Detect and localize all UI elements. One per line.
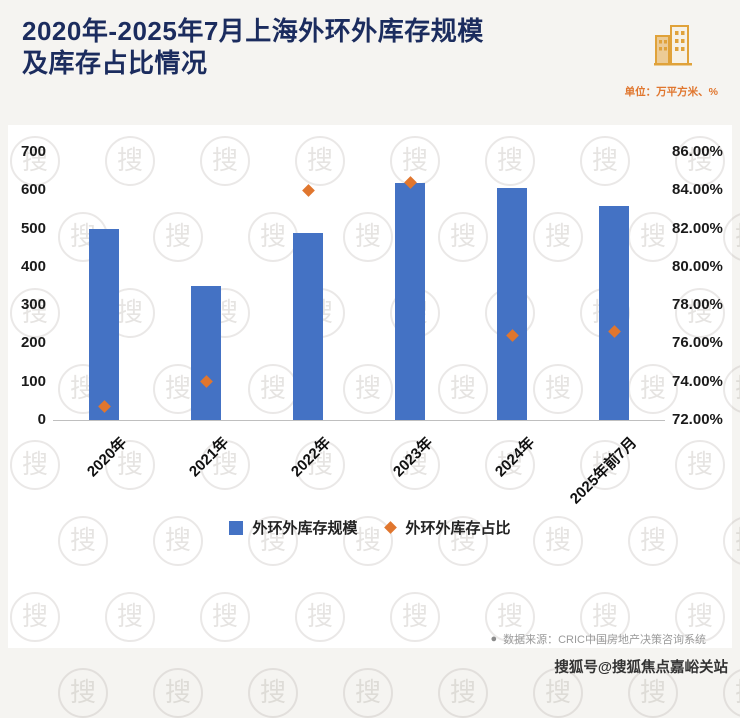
source-bullet-icon: ● bbox=[490, 633, 498, 645]
data-source: ● 数据来源：CRIC中国房地产决策咨询系统 bbox=[490, 631, 706, 647]
watermark-stamp: 搜 bbox=[248, 668, 298, 718]
building-icon bbox=[652, 22, 694, 71]
page-title: 2020年-2025年7月上海外环外库存规模 及库存占比情况 bbox=[22, 16, 484, 79]
scatter-point bbox=[301, 183, 315, 197]
bar bbox=[293, 233, 323, 420]
x-label: 2022年 bbox=[287, 434, 335, 481]
sohu-credit: 搜狐号@搜狐焦点嘉峪关站 bbox=[554, 660, 728, 676]
y-tick-right: 78.00% bbox=[672, 296, 723, 314]
legend-diamond-marker-icon bbox=[383, 521, 397, 534]
title-line-2: 及库存占比情况 bbox=[22, 47, 208, 78]
x-label: 2025年前7月 bbox=[566, 434, 641, 508]
y-tick-left: 100 bbox=[20, 372, 46, 390]
y-tick-left: 400 bbox=[20, 257, 46, 275]
y-tick-right: 72.00% bbox=[672, 411, 723, 428]
y-tick-right: 80.00% bbox=[672, 257, 723, 275]
source-text: 数据来源：CRIC中国房地产决策咨询系统 bbox=[503, 634, 706, 646]
y-tick-right: 76.00% bbox=[672, 334, 723, 352]
y-tick-left: 0 bbox=[37, 411, 46, 428]
legend: 外环外库存规模 外环外库存占比 bbox=[8, 517, 732, 538]
left-axis: 0 100 200 300 400 500 600 700 bbox=[8, 143, 46, 428]
y-tick-right: 82.00% bbox=[672, 219, 723, 237]
x-label: 2024年 bbox=[491, 434, 539, 481]
legend-item-ratio: 外环外库存占比 bbox=[383, 517, 511, 538]
y-tick-left: 200 bbox=[20, 334, 46, 352]
y-tick-left: 600 bbox=[20, 181, 46, 199]
watermark-stamp: 搜 bbox=[438, 668, 488, 718]
watermark-stamp: 搜 bbox=[58, 668, 108, 718]
bar bbox=[191, 286, 221, 420]
title-line-1: 2020年-2025年7月上海外环外库存规模 bbox=[22, 16, 484, 46]
watermark-stamp: 搜 bbox=[153, 668, 203, 718]
bar bbox=[599, 205, 629, 420]
legend-label-inventory: 外环外库存规模 bbox=[252, 520, 358, 537]
x-label: 2020年 bbox=[83, 434, 131, 481]
chart-card: 0 100 200 300 400 500 600 700 72.00% 74.00% 76.00… bbox=[8, 125, 732, 648]
y-tick-right: 84.00% bbox=[672, 181, 723, 199]
unit-label: 单位：万平方米、% bbox=[624, 86, 718, 98]
y-tick-left: 500 bbox=[20, 219, 46, 237]
y-tick-left: 700 bbox=[20, 143, 46, 160]
watermark-stamp: 搜 bbox=[343, 668, 393, 718]
legend-bar-marker-icon bbox=[229, 520, 244, 535]
bar bbox=[395, 182, 425, 420]
plot-area bbox=[53, 152, 665, 421]
legend-item-inventory: 外环外库存规模 bbox=[229, 517, 358, 538]
y-tick-right: 74.00% bbox=[672, 372, 723, 390]
x-axis-labels: 2020年 2021年 2022年 2023年 2024年 2025年前7月 bbox=[53, 426, 665, 512]
x-label: 2021年 bbox=[185, 434, 233, 481]
y-tick-left: 300 bbox=[20, 296, 46, 314]
bar bbox=[89, 228, 119, 420]
legend-label-ratio: 外环外库存占比 bbox=[405, 520, 511, 537]
right-axis: 72.00% 74.00% 76.00% 78.00% 80.00% 82.00% 84.0… bbox=[672, 143, 740, 428]
y-tick-right: 86.00% bbox=[672, 143, 723, 160]
bar bbox=[497, 188, 527, 420]
x-label: 2023年 bbox=[389, 434, 437, 481]
